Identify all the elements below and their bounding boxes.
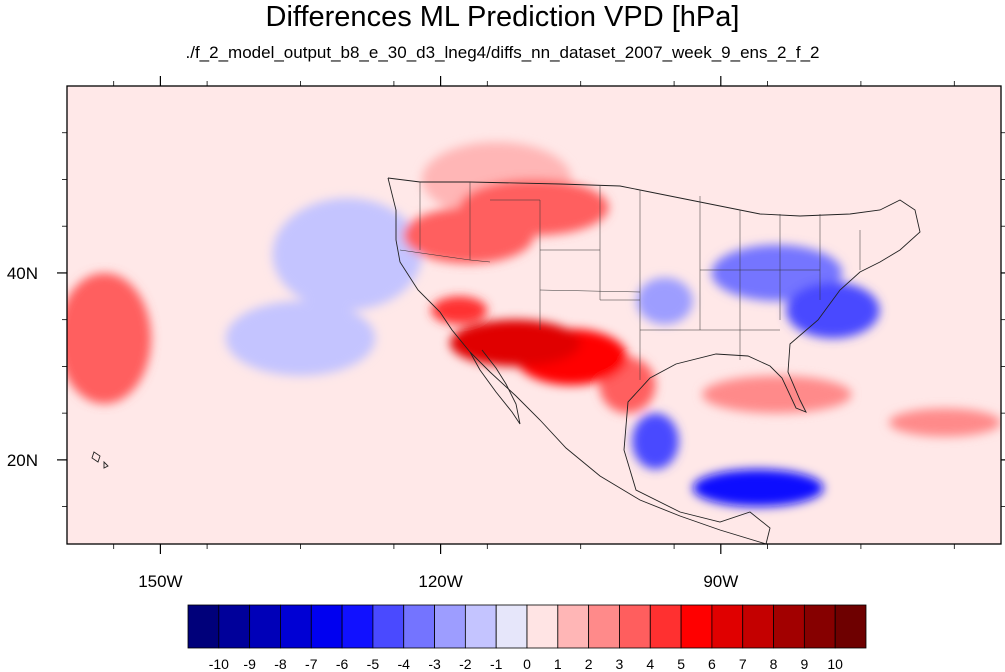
colorbar-swatch — [619, 604, 651, 649]
colorbar-label: 0 — [523, 656, 531, 672]
colorbar-label: 1 — [554, 656, 562, 672]
colorbar-label: 5 — [677, 656, 685, 672]
colorbar-label: 3 — [616, 656, 624, 672]
colorbar-swatch — [742, 604, 774, 649]
colorbar-swatch — [495, 604, 528, 649]
baja-peninsula — [469, 349, 521, 425]
colorbar-label: -6 — [336, 656, 349, 672]
colorbar-swatch — [187, 604, 220, 649]
field-patch — [225, 300, 376, 376]
colorbar-swatch — [526, 604, 559, 649]
colorbar-label: 2 — [585, 656, 593, 672]
field-patch — [888, 408, 1001, 437]
field-patch — [449, 319, 581, 367]
x-tick-label: 150W — [138, 572, 182, 591]
axis-ticks: 150W 120W 90W 40N 20N — [7, 76, 1005, 591]
colorbar-swatch — [711, 604, 744, 649]
colorbar-label: 8 — [770, 656, 778, 672]
field-patch — [459, 179, 609, 236]
colorbar-swatch — [649, 604, 682, 649]
colorbar-swatch — [280, 604, 312, 649]
colorbar-swatch — [773, 604, 805, 649]
state-borders — [399, 182, 861, 380]
difference-field — [67, 142, 1001, 507]
chart-subtitle: ./f_2_model_output_b8_e_30_d3_lneg4/diff… — [185, 43, 820, 62]
colorbar-swatch — [310, 604, 343, 649]
chart-title: Differences ML Prediction VPD [hPa] — [265, 1, 740, 33]
colorbar-label: -7 — [305, 656, 318, 672]
colorbar-label: -8 — [274, 656, 287, 672]
colorbar-label: 4 — [646, 656, 654, 672]
colorbar-label: -1 — [490, 656, 503, 672]
field-patch — [431, 296, 488, 325]
field-patch — [272, 198, 422, 311]
colorbar-label: -2 — [459, 656, 472, 672]
field-patch — [67, 272, 152, 404]
colorbar-label: 7 — [739, 656, 747, 672]
field-patch — [692, 469, 824, 507]
colorbar-label: -3 — [428, 656, 441, 672]
field-patch — [702, 375, 852, 414]
colorbar-swatch — [403, 604, 435, 649]
colorbar-label: 6 — [708, 656, 716, 672]
colorbar-swatch — [372, 604, 405, 649]
y-tick-label: 20N — [7, 451, 38, 470]
hawaii-islands — [91, 451, 109, 469]
colorbar-swatch — [803, 604, 836, 649]
colorbar: -10 -9 -8 -7 -6 -5 -4 -3 -2 -1 0 1 2 3 4 5 6 7 8 9 10 — [187, 604, 867, 672]
colorbar-swatch — [434, 604, 466, 649]
colorbar-swatch — [249, 604, 281, 649]
x-tick-label: 120W — [418, 572, 462, 591]
colorbar-swatch — [341, 604, 374, 649]
colorbar-label: -4 — [398, 656, 411, 672]
colorbar-swatch — [680, 604, 713, 649]
colorbar-label: -5 — [367, 656, 380, 672]
colorbar-swatch — [218, 604, 251, 649]
field-patches — [67, 142, 1001, 507]
field-patch — [786, 282, 880, 339]
y-tick-label: 40N — [7, 264, 38, 283]
colorbar-swatch — [557, 604, 590, 649]
colorbar-swatch — [588, 604, 620, 649]
colorbar-swatch — [464, 604, 497, 649]
colorbar-label: -10 — [209, 656, 229, 672]
colorbar-label: 10 — [827, 656, 843, 672]
map-frame — [66, 85, 1002, 545]
pacific-coast — [387, 177, 767, 544]
colorbar-swatch — [834, 604, 867, 649]
field-patch — [632, 413, 679, 470]
colorbar-label: 9 — [800, 656, 808, 672]
state-lines — [399, 182, 861, 380]
field-patch — [636, 277, 693, 325]
colorbar-label: -9 — [243, 656, 256, 672]
x-tick-label: 90W — [703, 572, 738, 591]
